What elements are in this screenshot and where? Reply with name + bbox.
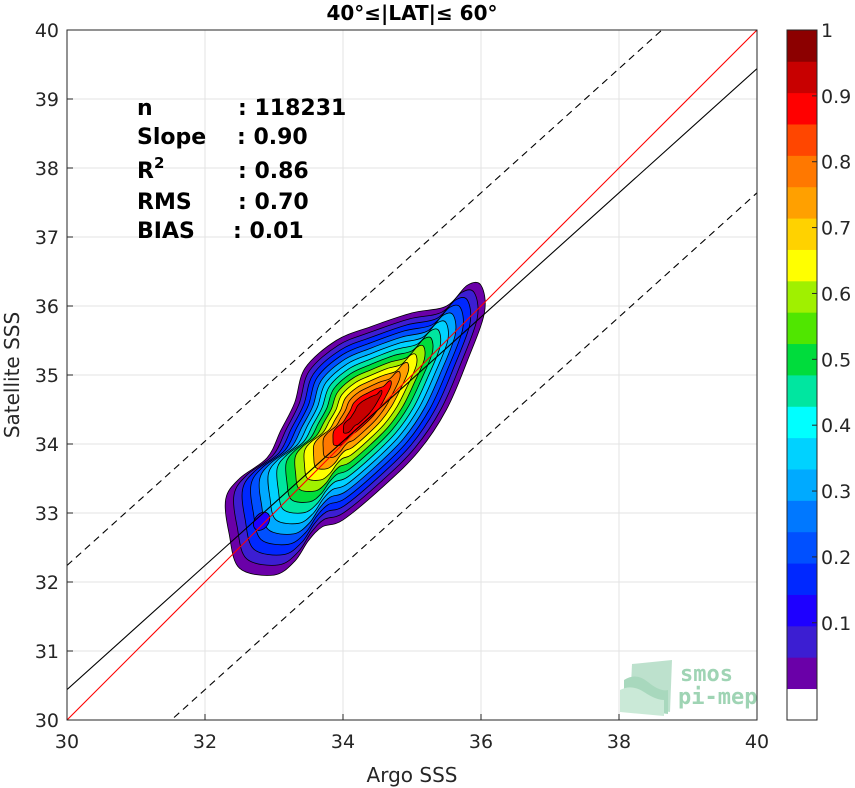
colorbar-band [787,186,817,219]
colorbar-tick-label: 0.3 [821,481,851,503]
logo-mark-icon [620,660,672,716]
stat-value: : 0.70 [238,190,309,215]
colorbar-band [787,469,817,501]
colorbar-band [787,406,817,439]
y-tick-label: 31 [35,641,59,663]
colorbar-band [787,280,817,313]
colorbar: 0.1 0.2 0.3 0.4 0.5 0.6 0.7 0.8 0.9 1 [786,20,851,721]
y-tick-label: 34 [35,434,59,456]
stat-key: Slope [137,125,206,150]
colorbar-tick-label: 0.1 [821,613,851,635]
x-axis-label: Argo SSS [367,763,458,787]
y-tick-label: 39 [35,89,59,111]
x-tick-label: 32 [193,731,217,753]
y-tick-label: 35 [35,365,59,387]
lower-bound-line [170,192,757,720]
logo-text-smos: smos [680,662,733,687]
x-tick-label: 36 [469,731,493,753]
stat-value: : 118231 [238,96,346,121]
contour-level [342,390,383,434]
colorbar-tick-label: 0.2 [821,547,851,569]
colorbar-band [787,155,817,188]
stat-key: BIAS [137,219,195,244]
x-axis: 30 32 34 36 38 40 [55,714,769,753]
y-tick-label: 36 [35,296,59,318]
y-tick-label: 33 [35,503,59,525]
y-tick-label: 30 [35,710,59,732]
colorbar-band [787,218,817,250]
stat-value: : 0.90 [237,125,308,150]
colorbar-band [787,563,817,595]
x-tick-label: 38 [607,731,631,753]
y-tick-label: 37 [35,227,59,249]
logo-text-pimep: pi-mep [678,685,757,710]
colorbar-band [787,500,817,533]
colorbar-band [787,437,817,470]
y-axis-label: Satellite SSS [0,312,24,438]
colorbar-band [787,61,817,94]
one-to-one-line [67,30,757,720]
colorbar-frame [786,29,818,721]
colorbar-tick-label: 0.6 [821,283,851,305]
y-axis: 30 31 32 33 34 35 36 37 38 39 40 [35,20,73,732]
smos-pimep-logo: smos pi-mep [620,660,757,716]
colorbar-tick-label: 0.9 [821,86,851,108]
stat-value: : 0.86 [238,159,309,184]
upper-bound-line [67,30,663,566]
colorbar-band [787,375,817,407]
colorbar-band [787,657,817,690]
contour-secondary [253,511,271,531]
stat-key: n [137,96,153,121]
colorbar-band [787,688,817,721]
x-tick-label: 30 [55,731,79,753]
colorbar-tick-label: 1 [821,20,833,42]
colorbar-band [787,531,817,564]
chart-title: 40°≤|LAT|≤ 60° [326,1,497,25]
colorbar-band [787,249,817,282]
x-tick-label: 34 [331,731,355,753]
y-tick-label: 32 [35,572,59,594]
x-tick-label: 40 [745,731,769,753]
reference-lines [67,30,757,720]
colorbar-tick-label: 0.8 [821,152,851,174]
y-tick-label: 40 [35,20,59,42]
stat-key: RMS [137,190,192,215]
colorbar-band [787,30,817,62]
colorbar-tick-label: 0.5 [821,349,851,371]
colorbar-band [787,594,817,627]
colorbar-tick-label: 0.4 [821,415,851,437]
y-tick-label: 38 [35,158,59,180]
colorbar-tick-label: 0.7 [821,218,851,240]
colorbar-band [787,124,817,156]
stat-value: : 0.01 [233,219,304,244]
colorbar-band [787,92,817,125]
regression-line [67,68,757,691]
colorbar-band [787,625,817,658]
colorbar-band [787,312,817,345]
